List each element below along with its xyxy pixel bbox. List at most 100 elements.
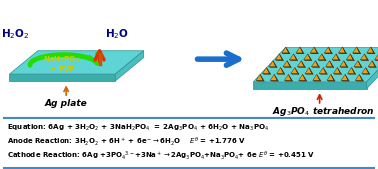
Polygon shape [345, 74, 349, 81]
Polygon shape [266, 68, 271, 74]
Polygon shape [284, 80, 293, 81]
Polygon shape [314, 47, 318, 54]
Polygon shape [290, 60, 298, 61]
Polygon shape [364, 54, 369, 61]
Polygon shape [262, 68, 270, 74]
Polygon shape [279, 54, 284, 61]
Polygon shape [295, 68, 299, 74]
Polygon shape [354, 61, 361, 67]
Polygon shape [318, 60, 326, 61]
Polygon shape [9, 74, 115, 81]
Polygon shape [296, 47, 303, 53]
Polygon shape [327, 74, 334, 80]
Polygon shape [344, 61, 348, 67]
Polygon shape [319, 68, 326, 74]
Polygon shape [296, 53, 304, 54]
Text: H$_2$O: H$_2$O [105, 27, 129, 41]
Polygon shape [359, 74, 364, 81]
Polygon shape [332, 54, 339, 60]
Polygon shape [330, 61, 334, 67]
Polygon shape [341, 80, 349, 81]
Polygon shape [324, 47, 331, 53]
Polygon shape [346, 60, 355, 61]
Polygon shape [301, 61, 305, 67]
Polygon shape [305, 68, 312, 74]
Polygon shape [283, 61, 290, 67]
Polygon shape [337, 68, 342, 74]
Polygon shape [313, 80, 321, 81]
Polygon shape [327, 80, 335, 81]
Polygon shape [273, 61, 277, 67]
Polygon shape [284, 74, 291, 80]
Polygon shape [293, 54, 298, 61]
Polygon shape [269, 61, 276, 67]
Polygon shape [310, 47, 317, 53]
Polygon shape [291, 68, 298, 74]
Text: Equation: 6Ag + 3H$_2$O$_2$ + 3NaH$_2$PO$_4$ $\mathbf{=}$ 2Ag$_3$PO$_4$ + 6H$_2$: Equation: 6Ag + 3H$_2$O$_2$ + 3NaH$_2$PO… [8, 123, 270, 133]
Polygon shape [367, 48, 378, 89]
Polygon shape [287, 61, 291, 67]
Polygon shape [356, 47, 361, 54]
Polygon shape [332, 60, 340, 61]
Polygon shape [355, 80, 364, 81]
Polygon shape [366, 68, 370, 74]
Polygon shape [367, 47, 374, 53]
Polygon shape [338, 47, 345, 53]
Polygon shape [322, 54, 326, 61]
Polygon shape [300, 47, 304, 54]
Polygon shape [256, 80, 264, 81]
Text: Ag plate: Ag plate [45, 99, 88, 108]
Polygon shape [308, 54, 312, 61]
Polygon shape [333, 68, 340, 74]
Polygon shape [290, 54, 296, 60]
Polygon shape [311, 61, 318, 67]
Polygon shape [253, 48, 378, 82]
Polygon shape [299, 74, 305, 80]
Polygon shape [310, 53, 318, 54]
Polygon shape [353, 47, 359, 53]
Polygon shape [346, 54, 353, 60]
Text: Ag$_3$PO$_4$ tetrahedron: Ag$_3$PO$_4$ tetrahedron [272, 105, 375, 118]
Polygon shape [360, 54, 367, 60]
Polygon shape [336, 54, 340, 61]
Polygon shape [288, 74, 293, 81]
Polygon shape [286, 47, 290, 54]
Polygon shape [328, 47, 333, 54]
Polygon shape [313, 74, 320, 80]
Polygon shape [297, 61, 304, 67]
Polygon shape [260, 74, 264, 81]
Polygon shape [115, 51, 144, 81]
Text: Cathode Reaction: 6Ag +3PO$_4$$^{3-}$+3Na$^+$$\rightarrow$2Ag$_3$PO$_4$+Na$_3$PO: Cathode Reaction: 6Ag +3PO$_4$$^{3-}$+3N… [8, 150, 316, 162]
Polygon shape [368, 61, 375, 67]
Polygon shape [302, 74, 307, 81]
Polygon shape [270, 80, 279, 81]
Polygon shape [342, 47, 347, 54]
Polygon shape [315, 61, 320, 67]
Polygon shape [347, 68, 355, 74]
Polygon shape [367, 53, 375, 54]
Text: Anode Reaction: 3H$_2$O$_2$ + 6H$^+$ + 6e$^-\!\rightarrow$6H$_2$O    $E^\theta$ : Anode Reaction: 3H$_2$O$_2$ + 6H$^+$ + 6… [8, 136, 246, 148]
Polygon shape [9, 51, 144, 74]
Polygon shape [256, 74, 263, 80]
Polygon shape [375, 54, 378, 60]
Polygon shape [350, 54, 355, 61]
Polygon shape [304, 54, 311, 60]
Polygon shape [340, 61, 347, 67]
Polygon shape [372, 61, 376, 67]
Polygon shape [309, 68, 313, 74]
Polygon shape [323, 68, 327, 74]
Text: H$_2$O$_2$: H$_2$O$_2$ [1, 27, 29, 41]
Polygon shape [280, 68, 285, 74]
Polygon shape [360, 60, 369, 61]
Polygon shape [282, 47, 289, 53]
Polygon shape [304, 60, 312, 61]
Polygon shape [253, 82, 367, 89]
Polygon shape [275, 60, 284, 61]
Text: NaH$_2$PO$_4$
+ PVP: NaH$_2$PO$_4$ + PVP [43, 55, 81, 72]
Polygon shape [270, 74, 277, 80]
Polygon shape [362, 68, 369, 74]
Polygon shape [282, 53, 290, 54]
Polygon shape [325, 61, 333, 67]
Polygon shape [275, 54, 282, 60]
Polygon shape [277, 68, 284, 74]
